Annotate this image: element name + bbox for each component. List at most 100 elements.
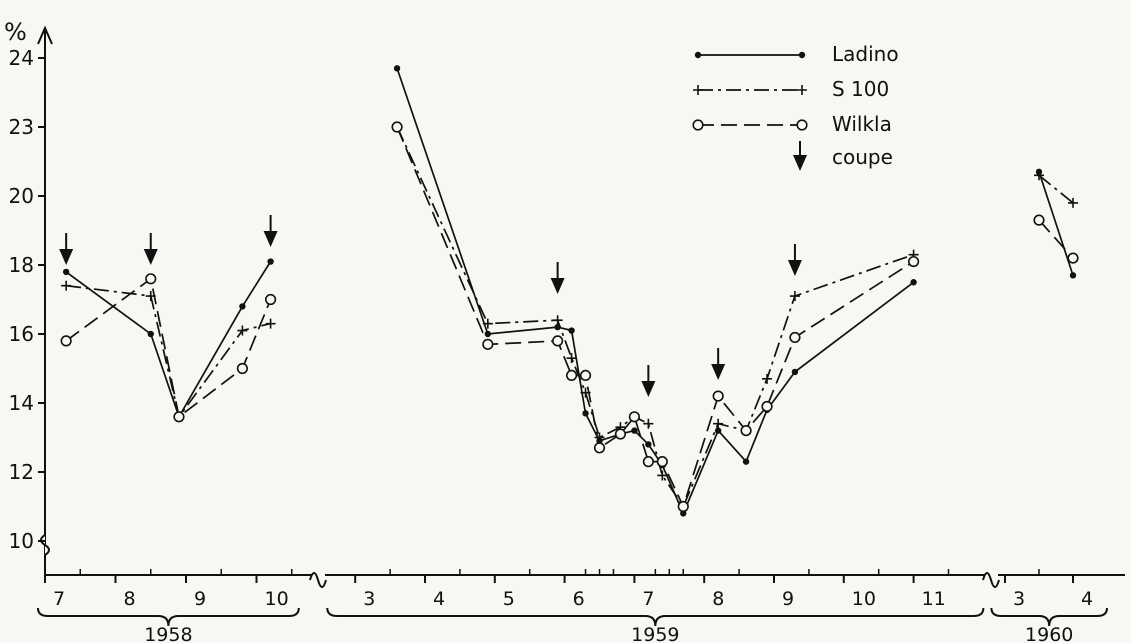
y-ticks: 24 23 20 18 16 14 12 10 <box>9 46 45 553</box>
data-point <box>789 291 800 302</box>
y-tick-label: 18 <box>9 253 34 277</box>
series-line <box>1038 171 1074 276</box>
y-tick-label: 20 <box>9 184 34 208</box>
coupe-arrow <box>711 348 726 380</box>
x-tick-label: 9 <box>194 588 206 610</box>
year-label: 1959 <box>631 624 679 643</box>
data-point <box>265 318 276 329</box>
data-point <box>61 280 72 291</box>
x-tick-label: 10 <box>852 588 876 610</box>
data-point <box>714 427 722 434</box>
data-point <box>631 427 638 434</box>
coupe-arrow <box>263 215 278 247</box>
x-ticks: 7 8 9 10 3 4 5 6 7 8 9 10 11 3 4 <box>44 569 1093 610</box>
x-tick-label: 6 <box>573 588 585 610</box>
coupe-arrow <box>787 244 802 276</box>
data-point <box>713 418 724 429</box>
legend-item-coupe: coupe <box>793 141 893 171</box>
data-point <box>552 335 564 347</box>
data-point <box>484 330 492 338</box>
data-point <box>552 315 563 326</box>
data-point <box>645 441 652 448</box>
legend-label: Ladino <box>832 42 899 66</box>
legend-marker-icon <box>694 51 702 59</box>
series-line <box>65 261 272 419</box>
x-tick-label: 4 <box>1081 588 1093 610</box>
data-point <box>1069 272 1077 279</box>
data-point <box>237 325 248 336</box>
x-tick-label: 4 <box>433 588 445 610</box>
series-ladino <box>62 65 1077 517</box>
data-point <box>656 456 668 468</box>
series-line <box>1038 219 1074 259</box>
data-point <box>1068 197 1078 208</box>
x-axis-break-2 <box>982 572 1000 588</box>
data-point <box>791 368 799 376</box>
y-tick-label: 24 <box>9 46 34 70</box>
data-point <box>62 268 70 276</box>
year-groups: 1958 1959 1960 <box>36 607 1108 643</box>
coupe-arrow <box>641 365 656 397</box>
series-line <box>1038 174 1074 204</box>
x-tick-label: 5 <box>503 588 515 610</box>
data-point <box>657 470 668 481</box>
legend-item-wilkla: Wilkla <box>692 112 892 136</box>
data-point <box>267 258 274 265</box>
coupe-arrow <box>59 233 74 265</box>
legend-label: Wilkla <box>832 112 892 136</box>
y-tick-label: 16 <box>9 322 34 346</box>
axes: % <box>4 18 1125 588</box>
data-point <box>566 353 577 364</box>
data-point <box>236 362 248 375</box>
series-line <box>396 126 914 509</box>
legend-item-s-100: S 100 <box>693 77 889 101</box>
legend-marker-icon <box>692 119 704 131</box>
data-point <box>482 318 493 329</box>
data-point <box>594 432 605 443</box>
data-point <box>677 500 689 513</box>
data-point <box>579 369 592 382</box>
legend-marker-icon <box>798 51 806 59</box>
legend: Ladino S 100 Wilkla coupe <box>692 42 899 171</box>
data-point <box>482 338 494 350</box>
data-point <box>239 303 246 310</box>
data-point <box>60 335 72 347</box>
coupe-markers <box>59 215 802 397</box>
x-tick-label: 10 <box>265 588 289 610</box>
data-point <box>740 425 752 437</box>
data-point <box>712 390 724 402</box>
x-tick-label: 11 <box>922 588 946 610</box>
data-point <box>593 442 606 454</box>
y-tick-label: 10 <box>9 529 34 553</box>
x-tick-label: 8 <box>712 588 724 610</box>
y-tick-label: 23 <box>9 115 34 139</box>
data-point <box>643 418 654 429</box>
legend-item-ladino: Ladino <box>694 42 899 66</box>
x-tick-label: 7 <box>53 588 65 610</box>
x-tick-label: 7 <box>642 588 654 610</box>
legend-marker-icon <box>797 85 807 95</box>
x-tick-label: 3 <box>1013 588 1025 610</box>
y-tick-label: 12 <box>9 460 34 484</box>
data-point <box>582 410 589 417</box>
y-tick-label: 14 <box>9 391 34 415</box>
series-wilkla <box>60 121 1079 513</box>
y-axis-arrow <box>37 25 53 45</box>
y-unit-label: % <box>4 18 27 46</box>
series-group <box>60 65 1079 517</box>
data-point <box>910 279 917 286</box>
year-brace-1960 <box>990 607 1108 627</box>
data-point <box>761 400 773 413</box>
year-brace-1958 <box>36 607 300 627</box>
data-point <box>391 121 403 133</box>
data-point <box>789 331 801 344</box>
series-line <box>396 126 915 509</box>
coupe-arrow <box>143 233 158 265</box>
data-point <box>742 458 750 465</box>
data-point <box>173 411 185 423</box>
data-point <box>147 330 154 338</box>
data-point <box>393 65 401 72</box>
data-point <box>628 411 641 423</box>
legend-marker-icon <box>693 85 703 95</box>
data-point <box>907 255 920 268</box>
